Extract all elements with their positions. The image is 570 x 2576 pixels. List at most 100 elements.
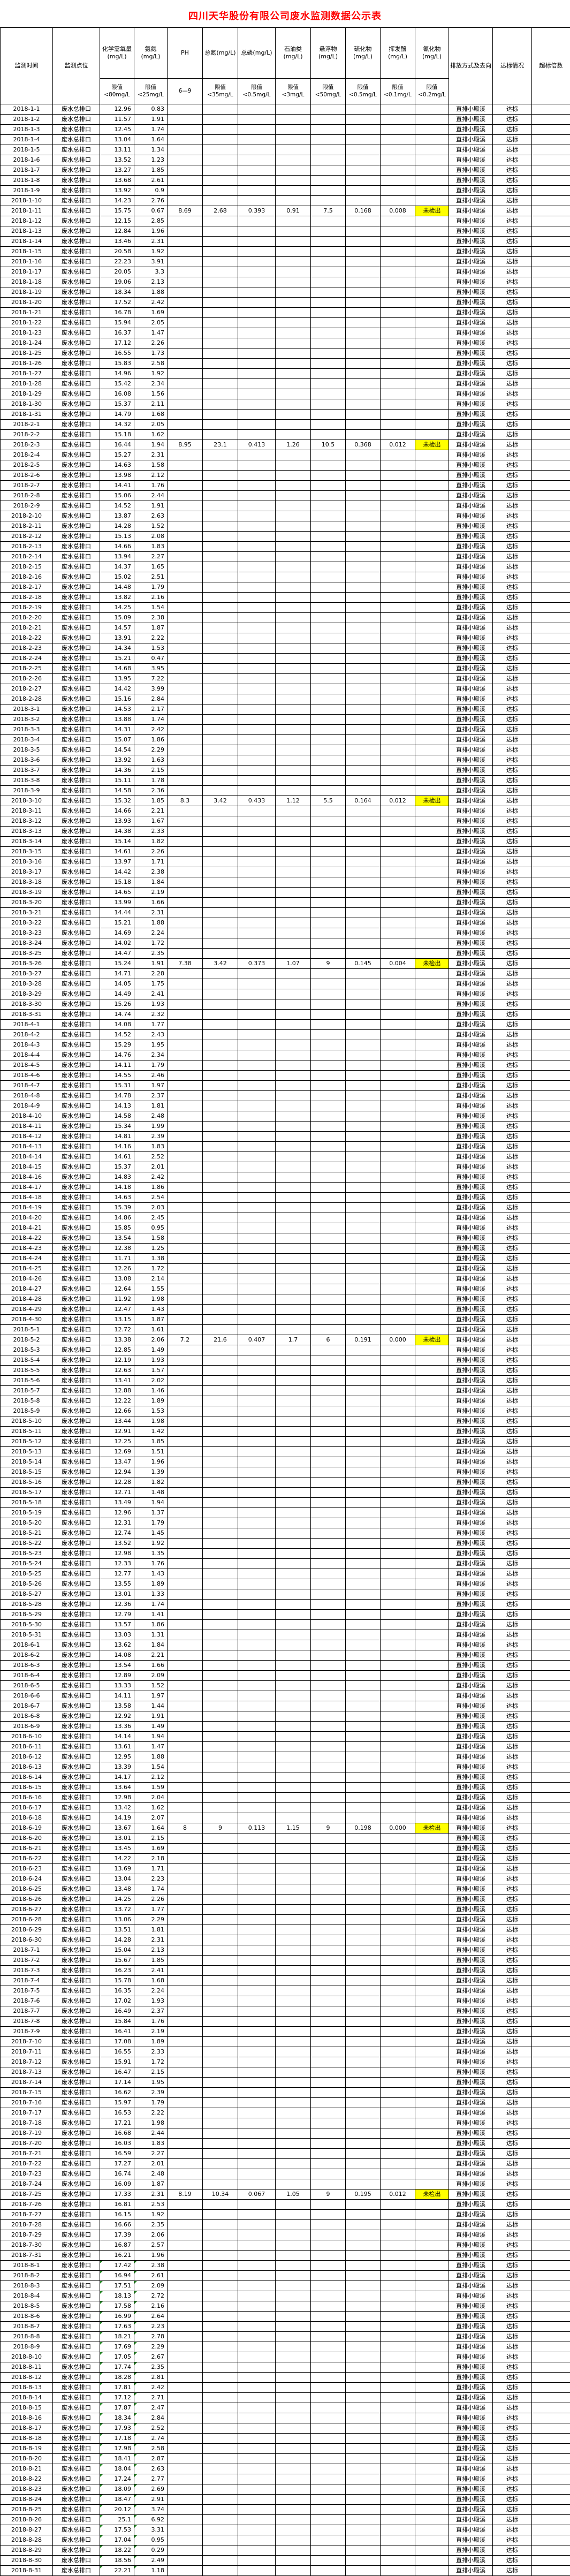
cell-sulfide: [346, 1447, 381, 1457]
cell-suspended-solids: [311, 1722, 346, 1732]
cell-volatile-phenol: [381, 1559, 415, 1569]
cell-monitoring-point: 废水总排口: [53, 1122, 100, 1132]
cell-cod: 14.86: [100, 1213, 134, 1223]
cell-cyanide: [415, 694, 449, 704]
cell-total-phosphorus: [238, 969, 276, 979]
cell-discharge-destination: 直排小殿溪: [449, 2291, 493, 2301]
cell-compliance-status: 达标: [493, 1996, 532, 2006]
cell-sulfide: [346, 2139, 381, 2149]
cell-suspended-solids: [311, 2352, 346, 2362]
cell-petroleum: [276, 918, 311, 928]
cell-discharge-destination: 直排小殿溪: [449, 572, 493, 582]
cell-overrun-multiple: [532, 1122, 570, 1132]
cell-total-phosphorus: [238, 552, 276, 562]
cell-volatile-phenol: [381, 216, 415, 226]
cell-overrun-multiple: [532, 1783, 570, 1793]
cell-cod: 12.63: [100, 1366, 134, 1376]
cell-sulfide: [346, 1467, 381, 1478]
cell-cyanide: [415, 1925, 449, 1935]
cell-overrun-multiple: [532, 1742, 570, 1752]
cell-date: 2018-1-26: [1, 359, 53, 369]
cell-sulfide: [346, 2434, 381, 2444]
cell-total-nitrogen: [203, 715, 238, 725]
cell-petroleum: [276, 1355, 311, 1366]
cell-date: 2018-3-19: [1, 888, 53, 898]
cell-petroleum: [276, 1366, 311, 1376]
cell-ammonia: 1.66: [134, 898, 168, 908]
cell-suspended-solids: [311, 1488, 346, 1498]
cell-volatile-phenol: [381, 674, 415, 684]
cell-monitoring-point: 废水总排口: [53, 725, 100, 735]
cell-monitoring-point: 废水总排口: [53, 2393, 100, 2403]
cell-date: 2018-8-25: [1, 2505, 53, 2515]
cell-discharge-destination: 直排小殿溪: [449, 888, 493, 898]
cell-overrun-multiple: [532, 2088, 570, 2098]
cell-volatile-phenol: [381, 176, 415, 186]
cell-petroleum: [276, 2474, 311, 2484]
cell-monitoring-point: 废水总排口: [53, 1976, 100, 1986]
cell-volatile-phenol: [381, 460, 415, 471]
cell-ph: [168, 1986, 203, 1996]
cell-total-nitrogen: [203, 348, 238, 359]
cell-ammonia: 1.53: [134, 643, 168, 654]
cell-ammonia: 1.77: [134, 1020, 168, 1030]
cell-volatile-phenol: [381, 2373, 415, 2383]
cell-ph: [168, 2484, 203, 2495]
cell-monitoring-point: 废水总排口: [53, 2210, 100, 2220]
cell-ph: [168, 2067, 203, 2078]
cell-total-nitrogen: [203, 2403, 238, 2413]
cell-discharge-destination: 直排小殿溪: [449, 1966, 493, 1976]
cell-discharge-destination: 直排小殿溪: [449, 2088, 493, 2098]
cell-overrun-multiple: [532, 2383, 570, 2393]
cell-volatile-phenol: [381, 389, 415, 399]
cell-cod: 13.57: [100, 1620, 134, 1630]
cell-total-nitrogen: [203, 410, 238, 420]
cell-total-phosphorus: [238, 1325, 276, 1335]
cell-cyanide: [415, 908, 449, 918]
cell-cod: 12.72: [100, 1325, 134, 1335]
cell-total-nitrogen: [203, 1488, 238, 1498]
cell-compliance-status: 达标: [493, 176, 532, 186]
cell-discharge-destination: 直排小殿溪: [449, 1956, 493, 1966]
cell-sulfide: [346, 1162, 381, 1172]
cell-suspended-solids: [311, 1711, 346, 1722]
cell-date: 2018-2-22: [1, 633, 53, 643]
cell-total-nitrogen: [203, 2545, 238, 2556]
cell-sulfide: [346, 1813, 381, 1823]
cell-ph: [168, 277, 203, 287]
cell-ammonia: 2.35: [134, 2362, 168, 2373]
cell-suspended-solids: [311, 786, 346, 796]
cell-cyanide: [415, 186, 449, 196]
cell-total-nitrogen: [203, 1294, 238, 1305]
cell-ammonia: 1.37: [134, 1508, 168, 1518]
cell-total-nitrogen: [203, 1559, 238, 1569]
cell-ammonia: 1.31: [134, 1630, 168, 1640]
cell-petroleum: [276, 1284, 311, 1294]
cell-monitoring-point: 废水总排口: [53, 1457, 100, 1467]
cell-compliance-status: 达标: [493, 766, 532, 776]
cell-volatile-phenol: [381, 857, 415, 867]
cell-total-nitrogen: [203, 2393, 238, 2403]
cell-total-phosphorus: [238, 1233, 276, 1244]
cell-suspended-solids: [311, 898, 346, 908]
cell-cyanide: [415, 1132, 449, 1142]
cell-total-phosphorus: [238, 1244, 276, 1254]
cell-cyanide: [415, 145, 449, 155]
cell-compliance-status: 达标: [493, 1355, 532, 1366]
cell-petroleum: [276, 2251, 311, 2261]
cell-cyanide: [415, 745, 449, 755]
cell-monitoring-point: 废水总排口: [53, 267, 100, 277]
cell-cyanide: [415, 1671, 449, 1681]
cell-petroleum: [276, 1569, 311, 1579]
cell-cyanide: [415, 348, 449, 359]
cell-petroleum: [276, 1081, 311, 1091]
cell-overrun-multiple: [532, 2017, 570, 2027]
cell-date: 2018-3-25: [1, 949, 53, 959]
